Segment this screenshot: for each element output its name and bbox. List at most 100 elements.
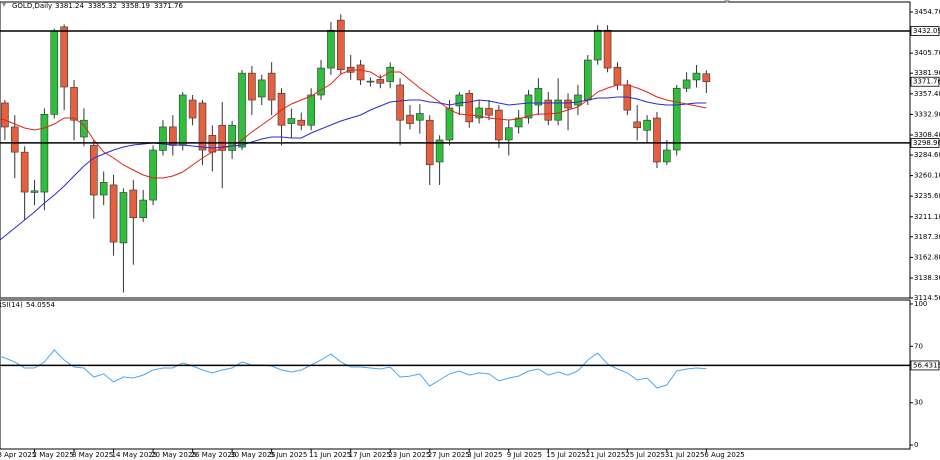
candle-body xyxy=(149,149,157,201)
x-tick-label: 30 May 2025 xyxy=(230,451,276,459)
candle-body xyxy=(435,139,444,163)
header-low: 3358.19 xyxy=(121,2,150,10)
candle-body xyxy=(603,29,612,69)
candle-body xyxy=(495,109,503,141)
candle-body xyxy=(544,99,553,121)
candle-body xyxy=(406,114,414,124)
candle-body xyxy=(682,79,691,89)
y-tick-label: 3332.90 xyxy=(914,110,940,118)
moving-average xyxy=(0,96,707,241)
y-tick-label: 3357.40 xyxy=(914,90,940,98)
candle-body xyxy=(218,124,227,151)
y-tick-label: 3405.70 xyxy=(914,49,940,57)
rsi-panel xyxy=(0,299,911,450)
x-tick-label: 2 May 2025 xyxy=(33,451,74,459)
x-tick-label: 15 Jul 2025 xyxy=(546,451,586,459)
candle-body xyxy=(248,72,256,101)
candle-body xyxy=(159,126,167,151)
y-tick-label: 30 xyxy=(914,399,923,407)
header-high: 3385.32 xyxy=(88,2,117,10)
x-tick-label: 25 Jul 2025 xyxy=(625,451,665,459)
x-tick-label: 6 Aug 2025 xyxy=(704,451,744,459)
candle-body xyxy=(554,99,562,121)
x-tick-label: 17 Jun 2025 xyxy=(349,451,391,459)
candle-body xyxy=(574,94,582,106)
candle-body xyxy=(692,72,701,81)
candle-body xyxy=(702,73,711,83)
candle-body xyxy=(99,182,108,196)
candle-body xyxy=(317,67,325,96)
y-tick-label: 3138.30 xyxy=(914,274,940,282)
price-label: 3432.09 xyxy=(913,27,940,35)
chart-title: GOLD,Daily xyxy=(12,2,52,10)
candle-body xyxy=(593,29,602,61)
candle-body xyxy=(583,59,592,101)
candle-body xyxy=(20,151,29,193)
candle-body xyxy=(514,117,523,128)
x-tick-label: 9 Jul 2025 xyxy=(507,451,542,459)
candle-body xyxy=(396,84,404,121)
y-tick-label: 3308.40 xyxy=(914,131,940,139)
y-tick-label: 0 xyxy=(914,441,918,449)
price-panel xyxy=(0,1,911,299)
candle-body xyxy=(643,119,651,131)
candle-body xyxy=(178,94,187,146)
candle-body xyxy=(109,184,118,243)
candle-body xyxy=(416,113,424,121)
x-tick-label: 26 May 2025 xyxy=(191,451,237,459)
candle-body xyxy=(257,79,266,98)
rsi-title: RSI(14) xyxy=(0,301,23,309)
candle-body xyxy=(90,145,98,196)
candle-body xyxy=(228,124,236,151)
price-label-box xyxy=(910,138,940,148)
price-label: 56.4315 xyxy=(913,361,940,369)
candle-body xyxy=(307,94,315,126)
candle-body xyxy=(633,121,642,129)
candle-body xyxy=(564,99,572,109)
candle-body xyxy=(198,102,207,151)
candle-body xyxy=(475,107,483,119)
candle-body xyxy=(672,87,681,151)
rsi-line xyxy=(0,349,707,389)
candle-body xyxy=(1,102,9,128)
y-tick-label: 70 xyxy=(914,342,923,350)
candle-body xyxy=(524,94,533,119)
header-open: 3381.24 xyxy=(55,2,84,10)
candle-body xyxy=(485,108,493,116)
candle-body xyxy=(30,190,39,193)
candle-body xyxy=(465,92,474,123)
moving-average xyxy=(0,69,707,179)
candle-body xyxy=(60,26,68,88)
x-tick-label: 8 May 2025 xyxy=(72,451,113,459)
candle-body xyxy=(139,199,147,219)
x-tick-label: 20 May 2025 xyxy=(151,451,197,459)
candle-body xyxy=(336,19,345,71)
candle-body xyxy=(70,87,78,121)
price-label-box xyxy=(910,26,940,36)
candle-body xyxy=(267,72,276,101)
header-close: 3371.76 xyxy=(154,2,183,10)
y-tick-label: 100 xyxy=(914,300,927,308)
candle-body xyxy=(376,79,385,84)
price-label: 3371.76 xyxy=(913,78,940,86)
y-tick-label: 3284.60 xyxy=(914,151,940,159)
candle-body xyxy=(534,87,543,106)
y-tick-label: 3235.60 xyxy=(914,192,940,200)
candle-body xyxy=(653,117,661,163)
y-tick-label: 3454.70 xyxy=(914,8,940,16)
x-tick-label: 28 Apr 2025 xyxy=(0,451,36,459)
price-label: 3298.96 xyxy=(913,139,940,147)
price-label-box xyxy=(910,76,940,87)
candle-body xyxy=(297,119,306,126)
candle-body xyxy=(356,64,365,81)
y-tick-label: 3162.80 xyxy=(914,253,940,261)
candle-body xyxy=(613,66,622,86)
x-tick-label: 21 Jul 2025 xyxy=(586,451,626,459)
candle-body xyxy=(119,192,128,244)
candle-body xyxy=(287,118,296,124)
rsi-current: 54.0554 xyxy=(26,301,55,309)
x-tick-label: 3 Jul 2025 xyxy=(467,451,502,459)
candle-body xyxy=(80,119,88,138)
candle-body xyxy=(445,107,454,141)
y-tick-label: 3211.10 xyxy=(914,213,940,221)
